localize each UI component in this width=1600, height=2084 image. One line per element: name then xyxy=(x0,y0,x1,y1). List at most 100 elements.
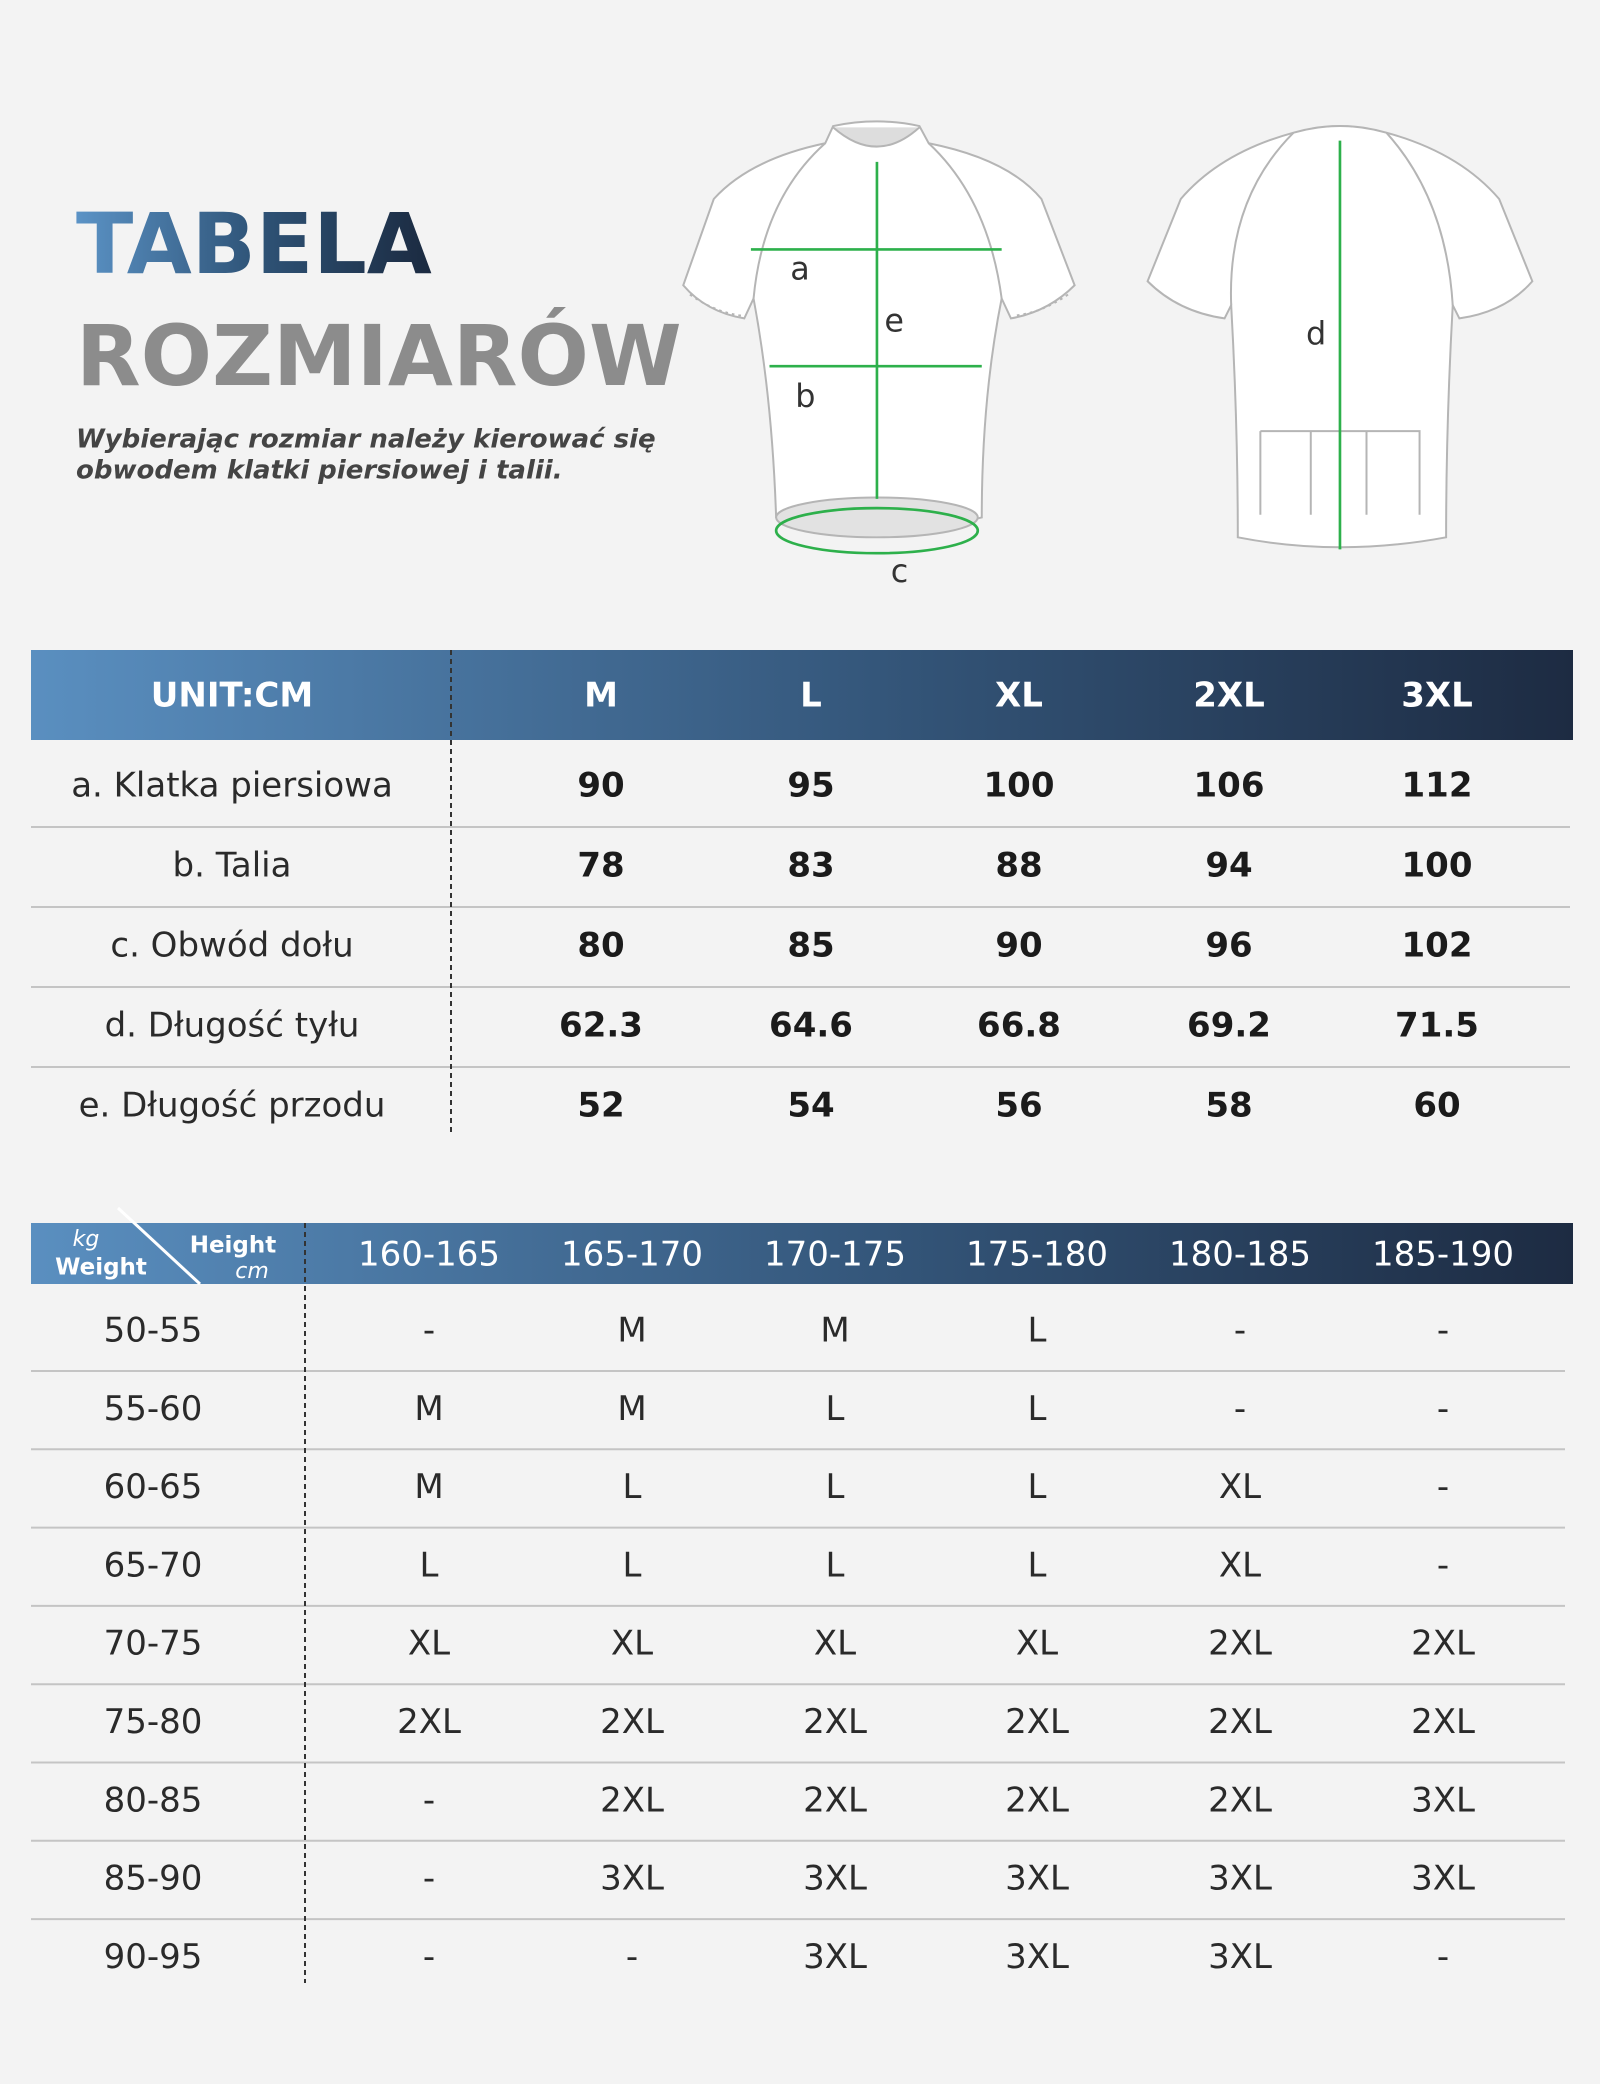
jersey-back xyxy=(1146,125,1534,550)
title-line-1: TABELA xyxy=(76,195,432,293)
column-header: 3XL xyxy=(1401,676,1473,716)
cell: 64.6 xyxy=(769,1006,853,1046)
cell: L xyxy=(1028,1389,1047,1429)
cell: 2XL xyxy=(803,1780,867,1820)
diagram-label: c xyxy=(891,552,909,590)
cell: 3XL xyxy=(600,1859,664,1899)
cell: 69.2 xyxy=(1187,1006,1271,1046)
jersey-diagram: a e b c d xyxy=(682,120,1534,590)
cell: M xyxy=(617,1389,646,1429)
cell: L xyxy=(623,1545,642,1585)
cell: 88 xyxy=(995,846,1042,886)
cell: 62.3 xyxy=(559,1006,643,1046)
cell: 2XL xyxy=(1208,1624,1272,1664)
cell: 96 xyxy=(1205,926,1252,966)
column-header: 185-190 xyxy=(1372,1235,1514,1275)
column-header: 165-170 xyxy=(561,1235,703,1275)
row-label: 75-80 xyxy=(104,1702,203,1742)
cell: XL xyxy=(1016,1624,1058,1664)
cell: 3XL xyxy=(1411,1780,1475,1820)
cell: - xyxy=(1234,1311,1246,1351)
corner-label: Weight xyxy=(55,1255,147,1281)
cell: - xyxy=(1437,1389,1449,1429)
cell: L xyxy=(420,1545,439,1585)
column-header: 2XL xyxy=(1193,676,1265,716)
cell: XL xyxy=(814,1624,856,1664)
cell: XL xyxy=(1219,1545,1261,1585)
column-header: M xyxy=(584,676,618,716)
cell: M xyxy=(617,1311,646,1351)
row-label: 55-60 xyxy=(104,1389,203,1429)
row-label: e. Długość przodu xyxy=(79,1086,386,1126)
title-line-2: ROZMIARÓW xyxy=(76,307,682,405)
cell: L xyxy=(826,1389,845,1429)
corner-label: Height xyxy=(190,1233,277,1259)
diagram-label: b xyxy=(795,377,815,415)
cell: L xyxy=(826,1545,845,1585)
cell: 90 xyxy=(995,926,1042,966)
cell: L xyxy=(1028,1311,1047,1351)
cell: - xyxy=(1437,1311,1449,1351)
column-header: 160-165 xyxy=(358,1235,500,1275)
column-header: 170-175 xyxy=(764,1235,906,1275)
cell: 2XL xyxy=(1208,1702,1272,1742)
corner-label: cm xyxy=(235,1259,269,1284)
cell: L xyxy=(1028,1545,1047,1585)
cell: - xyxy=(423,1311,435,1351)
column-header: 175-180 xyxy=(966,1235,1108,1275)
cell: L xyxy=(1028,1467,1047,1507)
row-label: d. Długość tyłu xyxy=(105,1006,360,1046)
cell: 3XL xyxy=(803,1937,867,1977)
cell: 54 xyxy=(787,1086,834,1126)
cell: 2XL xyxy=(1005,1702,1069,1742)
cell: M xyxy=(414,1389,443,1429)
row-label: 80-85 xyxy=(104,1780,203,1820)
row-label: 60-65 xyxy=(104,1467,203,1507)
cell: 100 xyxy=(984,766,1055,806)
cell: - xyxy=(1437,1467,1449,1507)
cell: 3XL xyxy=(1411,1859,1475,1899)
cell: 102 xyxy=(1402,926,1473,966)
cell: 94 xyxy=(1205,846,1252,886)
cell: 3XL xyxy=(1208,1937,1272,1977)
subtitle: obwodem klatki piersiowej i talii. xyxy=(76,456,563,486)
cell: XL xyxy=(611,1624,653,1664)
cell: 83 xyxy=(787,846,834,886)
cell: XL xyxy=(408,1624,450,1664)
cell: - xyxy=(626,1937,638,1977)
size-guide-header-band xyxy=(31,1223,1573,1284)
row-label: 50-55 xyxy=(104,1311,203,1351)
cell: M xyxy=(820,1311,849,1351)
measurements-header-band xyxy=(31,650,1573,740)
cell: M xyxy=(414,1467,443,1507)
column-header: L xyxy=(800,676,822,716)
cell: 3XL xyxy=(803,1859,867,1899)
cell: 2XL xyxy=(1411,1624,1475,1664)
row-label: c. Obwód dołu xyxy=(110,926,353,966)
column-header: 180-185 xyxy=(1169,1235,1311,1275)
cell: 2XL xyxy=(1411,1702,1475,1742)
cell: - xyxy=(1437,1937,1449,1977)
row-label: 65-70 xyxy=(104,1545,203,1585)
cell: 112 xyxy=(1402,766,1473,806)
cell: 52 xyxy=(577,1086,624,1126)
cell: 58 xyxy=(1205,1086,1252,1126)
jersey-front xyxy=(682,120,1076,539)
cell: - xyxy=(423,1780,435,1820)
cell: 106 xyxy=(1194,766,1265,806)
cell: L xyxy=(826,1467,845,1507)
cell: 60 xyxy=(1413,1086,1460,1126)
cell: 2XL xyxy=(600,1702,664,1742)
cell: 3XL xyxy=(1005,1937,1069,1977)
cell: 100 xyxy=(1402,846,1473,886)
column-header: XL xyxy=(995,676,1043,716)
diagram-label: a xyxy=(790,250,810,288)
cell: - xyxy=(1437,1545,1449,1585)
cell: 80 xyxy=(577,926,624,966)
cell: - xyxy=(1234,1389,1246,1429)
row-label: 85-90 xyxy=(104,1859,203,1899)
cell: 3XL xyxy=(1005,1859,1069,1899)
cell: 56 xyxy=(995,1086,1042,1126)
